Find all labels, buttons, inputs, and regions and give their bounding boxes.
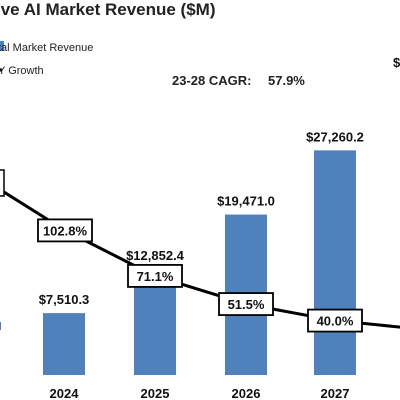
cagr-value: 57.9% [268,73,305,88]
offscreen-growth-label-box [0,169,5,197]
bar-value-label-2027: $27,260.2 [306,129,364,144]
bar-2027 [314,150,356,375]
growth-labels: 102.8% 71.1% 51.5% 40.0% [37,218,363,333]
x-tick-2026: 2026 [232,386,261,400]
x-tick-2024: 2024 [50,386,80,400]
chart-title: ive AI Market Revenue ($M) [0,0,216,19]
growth-label-box-2024 [37,218,93,243]
growth-label-2025: 71.1% [137,269,174,284]
growth-label-2027: 40.0% [317,314,354,329]
x-tick-2025: 2025 [141,386,170,400]
legend-label-growth: Y Growth [0,65,44,77]
legend-label-revenue: tal Market Revenue [0,42,93,54]
growth-label-box-2025 [127,264,183,288]
bar-value-label-2024: $7,510.3 [39,292,90,307]
offscreen-bar-fragment [0,322,1,330]
x-axis-ticks: 2024 2025 2026 2027 [50,386,350,400]
bar-2024 [43,313,85,375]
bar-value-label-2026: $19,471.0 [217,194,275,209]
x-tick-2027: 2027 [321,386,350,400]
bar-value-labels: $7,510.3 $12,852.4 $19,471.0 $27,260.2 [39,129,364,307]
growth-label-2024: 102.8% [43,223,88,238]
cagr-label: 23-28 CAGR: [172,73,251,88]
offscreen-value-label: $ [393,55,400,70]
growth-label-box-2026 [218,292,274,316]
growth-label-2026: 51.5% [228,297,265,312]
bar-value-label-2025: $12,852.4 [126,248,185,263]
growth-line [64,229,336,323]
legend-swatch-revenue [0,41,4,51]
growth-label-box-2027 [307,308,363,333]
